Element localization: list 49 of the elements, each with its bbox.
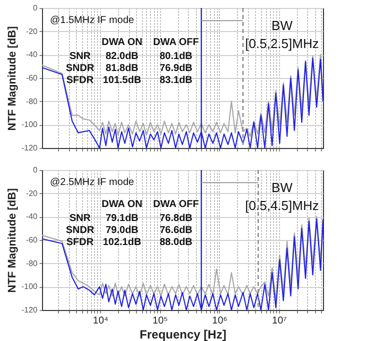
annotation: @1.5MHz IF mode <box>50 15 134 26</box>
y-tick-label: -100 <box>21 120 38 130</box>
annotation: DWA ON <box>102 199 142 210</box>
annotation: SNR <box>69 51 92 62</box>
y-tick-label: -60 <box>26 236 38 244</box>
y-tick-label: 0 <box>33 4 38 12</box>
x-tick-label: 10⁷ <box>272 316 288 326</box>
y-axis-title: NTF Magnitude [dB] <box>6 188 18 293</box>
y-tick-label: -80 <box>26 258 38 268</box>
x-tick-label: 10⁶ <box>212 316 228 326</box>
y-tick-label: -20 <box>26 188 38 198</box>
annotation: @2.5MHz IF mode <box>50 177 134 188</box>
annotation: SNDR <box>66 225 95 236</box>
annotation: 83.1dB <box>160 75 192 86</box>
annotation: DWA OFF <box>153 37 199 48</box>
annotation: 80.1dB <box>160 51 192 62</box>
annotation: 102.1dB <box>102 237 142 248</box>
annotation: 76.9dB <box>160 63 192 74</box>
annotation: 88.0dB <box>160 237 192 248</box>
y-tick-label: -40 <box>26 212 38 222</box>
annotation: 76.8dB <box>160 213 192 224</box>
annotation: [0.5,4.5]MHz <box>245 198 319 213</box>
y-tick-label: -80 <box>26 96 38 106</box>
annotation: 76.6dB <box>160 225 192 236</box>
y-tick-label: -20 <box>26 26 38 36</box>
y-tick-label: -40 <box>26 50 38 60</box>
x-tick-label: 10⁴ <box>92 316 108 326</box>
x-axis-title: Frequency [Hz] <box>140 328 226 341</box>
y-tick-label: 0 <box>33 166 38 174</box>
annotation: SNR <box>69 213 92 224</box>
annotation: DWA ON <box>102 37 142 48</box>
y-tick-label: -120 <box>21 144 38 152</box>
annotation: BW <box>272 18 294 33</box>
annotation: 81.8dB <box>106 63 138 74</box>
y-tick-label: -60 <box>26 74 38 82</box>
y-tick-label: -120 <box>21 306 38 314</box>
annotation: 101.5dB <box>102 75 142 86</box>
annotation: SFDR <box>66 237 94 248</box>
annotation: 79.1dB <box>106 213 138 224</box>
x-tick-label: 10⁵ <box>152 316 168 326</box>
annotation: DWA OFF <box>153 199 199 210</box>
annotation: BW <box>272 180 294 195</box>
annotation: [0.5,2.5]MHz <box>245 36 319 51</box>
annotation: 79.0dB <box>106 225 138 236</box>
annotation: SNDR <box>66 63 95 74</box>
y-axis-title: NTF Magnitude [dB] <box>6 26 18 131</box>
y-tick-label: -100 <box>21 282 38 292</box>
annotation: 82.0dB <box>106 51 138 62</box>
annotation: SFDR <box>66 75 94 86</box>
